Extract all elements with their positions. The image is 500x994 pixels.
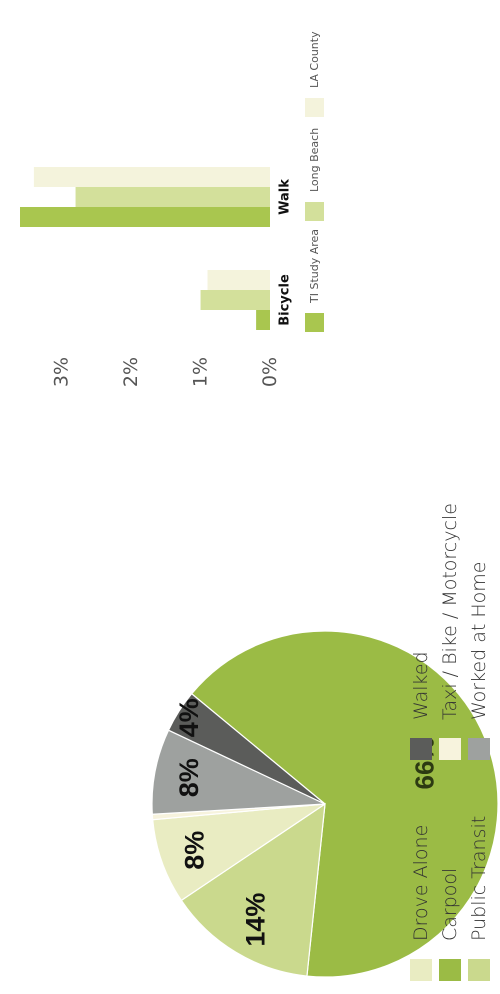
bar-walk-ti-study-area [20, 207, 270, 227]
bar-bicycle-ti-study-area [256, 310, 271, 330]
pie-slice-walked [167, 692, 326, 805]
bar-legend-item-ti-study-area: TI Study Area [305, 229, 324, 332]
pie-label-worked-at-home: 8% [174, 758, 204, 797]
y-tick-label: 2% [120, 357, 142, 387]
y-tick-label: 1% [190, 357, 212, 387]
y-tick-label: 3% [51, 357, 73, 387]
pie-label-walked: 4% [174, 698, 204, 737]
y-tick-label: 0% [259, 357, 281, 387]
pie-label-drove-alone: 8% [180, 831, 210, 870]
bar-legend-swatch [305, 202, 324, 221]
bar-legend-label: LA County [308, 31, 321, 88]
bar-legend-swatch [305, 313, 324, 332]
bar-legend-label: Long Beach [308, 127, 321, 192]
x-category-label: Walk [278, 179, 293, 215]
x-category-label: Bicycle [278, 274, 293, 326]
bar-walk-la-county [33, 167, 271, 187]
bar-legend-item-long-beach: Long Beach [305, 128, 324, 221]
bar-walk-long-beach [75, 187, 270, 207]
bar-bicycle-la-county [207, 270, 270, 290]
pie-slice-public-transit [180, 802, 326, 977]
bar-legend-label: TI Study Area [308, 228, 321, 303]
bar-legend-item-la-county: LA County [305, 31, 324, 117]
bar-bicycle-long-beach [200, 290, 270, 310]
bar-legend-swatch [305, 98, 324, 117]
pie-label-public-transit: 14% [240, 893, 270, 947]
